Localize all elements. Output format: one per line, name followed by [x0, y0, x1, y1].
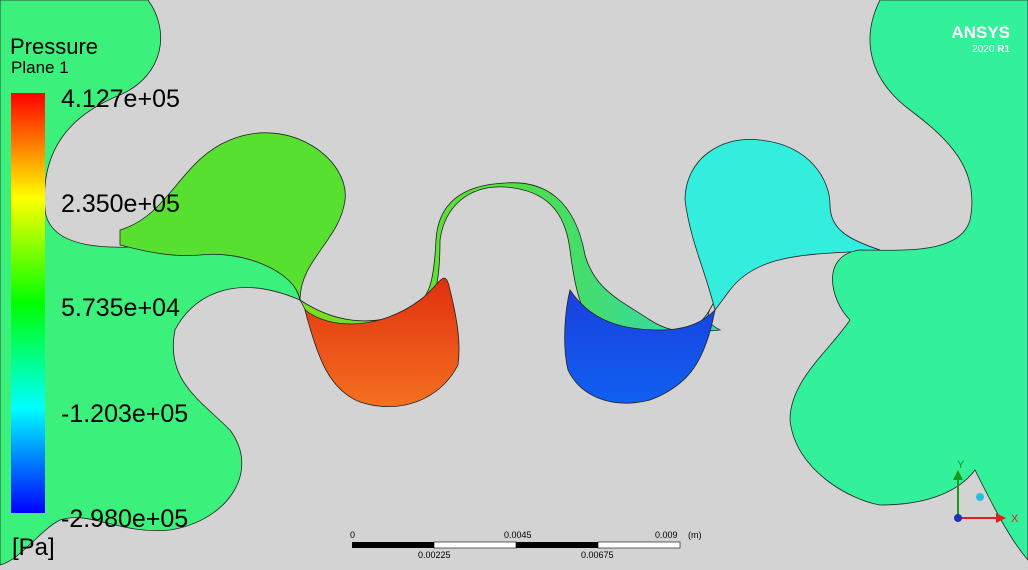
legend-unit: [Pa] — [12, 534, 55, 561]
level-label: 5.735e+04 — [61, 294, 180, 322]
scale-label: 0.00675 — [581, 550, 614, 560]
scale-segment — [598, 542, 680, 548]
viewport: Pressure Plane 1 4.127e+05 2.350e+05 5.7… — [0, 0, 1028, 570]
scale-label: 0 — [350, 530, 355, 540]
logo-brand: ANSYS — [951, 23, 1010, 42]
level-label: -2.980e+05 — [61, 505, 188, 533]
scale-segment — [352, 542, 434, 548]
level-label: 2.350e+05 — [61, 190, 180, 218]
legend-subtitle: Plane 1 — [11, 58, 69, 77]
scale-unit: (m) — [688, 530, 702, 540]
z-axis-dot — [954, 514, 962, 522]
level-label: -1.203e+05 — [61, 400, 188, 428]
scale-label: 0.0045 — [504, 530, 532, 540]
version: 2020 — [972, 44, 995, 55]
scale-label: 0.00225 — [418, 550, 451, 560]
y-axis-label: Y — [957, 459, 965, 471]
logo-version: 2020 R1 — [972, 44, 1010, 55]
color-bar — [11, 93, 45, 513]
legend-title: Pressure — [10, 34, 98, 59]
scale-segment — [434, 542, 516, 548]
scale-segment — [516, 542, 598, 548]
scale-label: 0.009 — [655, 530, 678, 540]
page: {"legend":{"title":"Pressure","subtitle"… — [0, 0, 1028, 570]
x-axis-label: X — [1011, 513, 1019, 525]
view-dot — [976, 493, 984, 501]
release: R1 — [997, 44, 1010, 55]
level-label: 4.127e+05 — [61, 85, 180, 113]
